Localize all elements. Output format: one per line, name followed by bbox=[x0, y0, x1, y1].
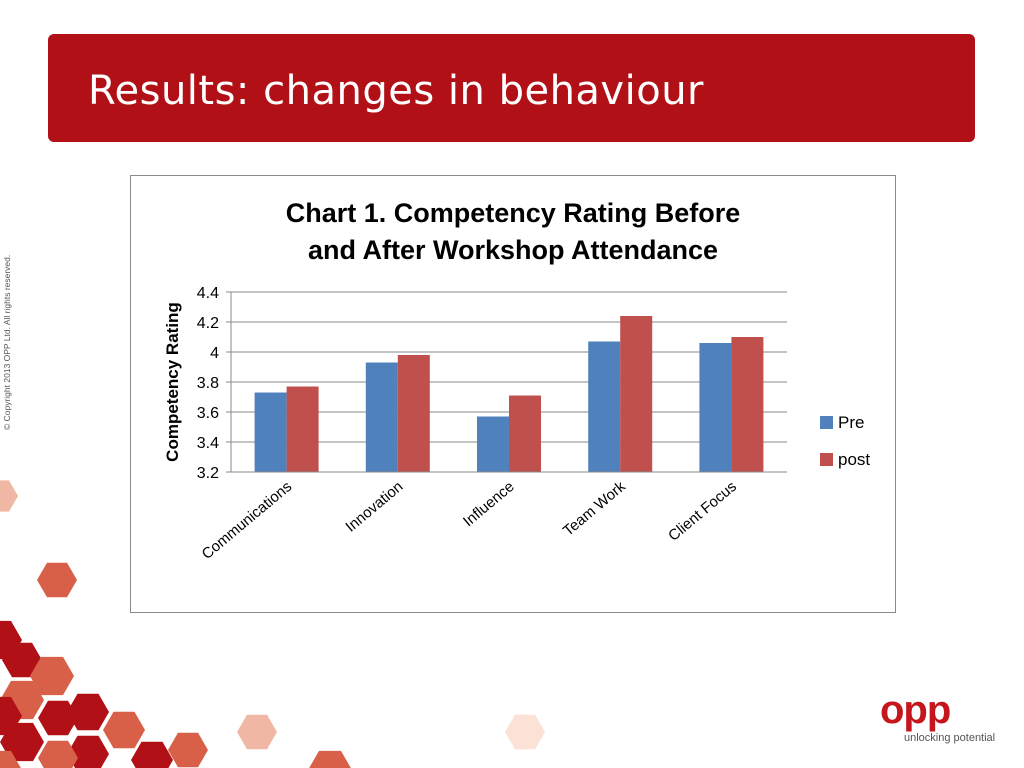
y-tick-label: 3.6 bbox=[197, 405, 219, 422]
y-tick-label: 4.4 bbox=[197, 285, 219, 302]
decorative-hexagon bbox=[2, 642, 42, 678]
title-banner: Results: changes in behaviour bbox=[48, 34, 975, 142]
opp-logo: opp unlocking potential bbox=[876, 688, 1006, 752]
decorative-hexagon bbox=[38, 740, 78, 768]
decorative-hexagon bbox=[67, 693, 109, 731]
bar-post-team-work bbox=[620, 316, 653, 472]
legend-label-post: post bbox=[838, 450, 870, 469]
y-tick-label: 3.8 bbox=[197, 375, 219, 392]
decorative-hexagon bbox=[237, 714, 277, 750]
bar-pre-communications bbox=[254, 392, 287, 472]
x-tick-label: Team Work bbox=[560, 478, 629, 540]
bar-chart: Chart 1. Competency Rating Before and Aft… bbox=[163, 198, 870, 563]
decorative-hexagon bbox=[309, 750, 351, 768]
bar-post-influence bbox=[509, 395, 541, 472]
legend-label-pre: Pre bbox=[838, 413, 864, 432]
decorative-hexagon bbox=[38, 700, 78, 736]
bar-post-client-focus bbox=[731, 337, 764, 472]
y-tick-label: 3.4 bbox=[197, 435, 219, 452]
x-tick-label: Influence bbox=[460, 478, 518, 530]
decorative-hexagon bbox=[0, 750, 21, 768]
legend-swatch-pre bbox=[820, 416, 833, 429]
slide-title: Results: changes in behaviour bbox=[88, 68, 704, 114]
y-axis-label: Competency Rating bbox=[163, 302, 182, 462]
decorative-hexagon bbox=[131, 741, 173, 768]
decorative-hexagon bbox=[37, 562, 77, 598]
chart-container: Chart 1. Competency Rating Before and Aft… bbox=[130, 175, 896, 613]
legend-swatch-post bbox=[820, 453, 833, 466]
decorative-hexagon bbox=[505, 714, 545, 750]
x-tick-label: Communications bbox=[199, 478, 296, 563]
logo-wordmark: opp bbox=[880, 688, 951, 732]
x-tick-label: Client Focus bbox=[665, 478, 740, 545]
bar-pre-client-focus bbox=[699, 343, 732, 472]
x-tick-label: Innovation bbox=[342, 478, 406, 536]
decorative-hexagon bbox=[0, 480, 18, 512]
bar-pre-team-work bbox=[588, 341, 621, 472]
logo-tagline: unlocking potential bbox=[904, 732, 996, 744]
bar-post-innovation bbox=[397, 355, 430, 472]
decorative-hexagon bbox=[103, 711, 145, 749]
decorative-hexagon bbox=[67, 735, 109, 768]
chart-title-line: and After Workshop Attendance bbox=[308, 235, 718, 265]
y-tick-label: 4.2 bbox=[197, 315, 219, 332]
y-tick-label: 3.2 bbox=[197, 465, 219, 482]
bar-post-communications bbox=[286, 386, 319, 472]
bar-pre-innovation bbox=[365, 362, 398, 472]
decorative-hexagon bbox=[168, 732, 208, 768]
decorative-hexagon bbox=[30, 656, 74, 696]
copyright-notice: © Copyright 2013 OPP Ltd. All rights res… bbox=[2, 254, 12, 430]
chart-title-line: Chart 1. Competency Rating Before bbox=[286, 198, 741, 228]
y-tick-label: 4 bbox=[210, 345, 219, 362]
bar-pre-influence bbox=[477, 416, 509, 472]
